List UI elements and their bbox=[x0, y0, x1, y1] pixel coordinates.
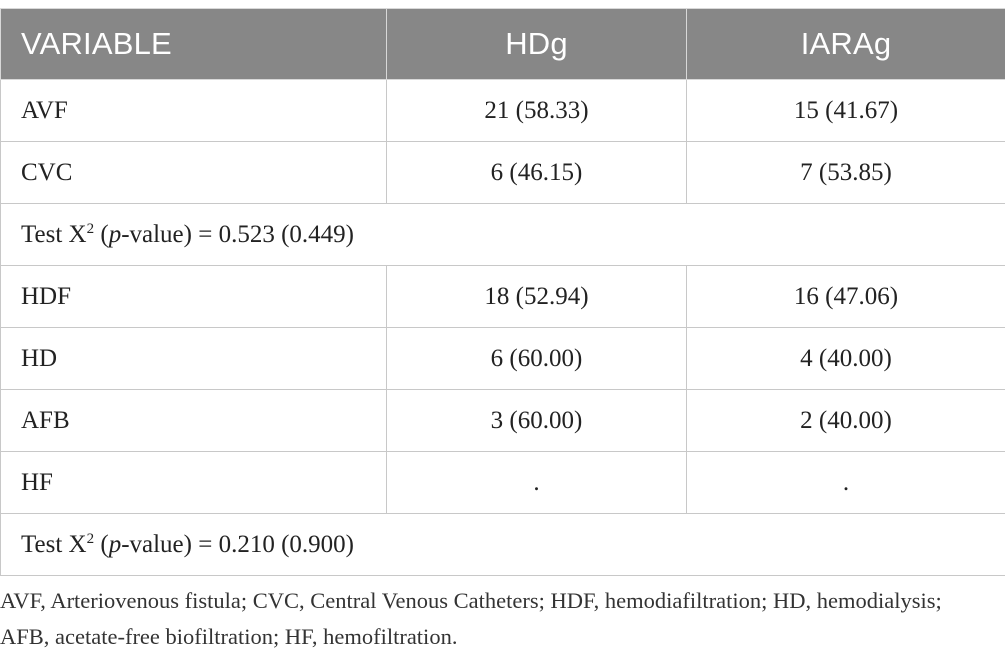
data-table: VARIABLE HDg IARAg AVF 21 (58.33) 15 (41… bbox=[0, 8, 1005, 576]
table-row: HD 6 (60.00) 4 (40.00) bbox=[0, 327, 1005, 390]
test-open: ( bbox=[94, 220, 109, 248]
header-iarag: IARAg bbox=[686, 8, 1005, 80]
row-label: HF bbox=[0, 451, 387, 514]
cell-iarag: 2 (40.00) bbox=[686, 389, 1005, 452]
row-label: HD bbox=[0, 327, 387, 390]
cell-iarag: 4 (40.00) bbox=[686, 327, 1005, 390]
cell-iarag: . bbox=[686, 451, 1005, 514]
table-row: CVC 6 (46.15) 7 (53.85) bbox=[0, 141, 1005, 204]
row-label: AFB bbox=[0, 389, 387, 452]
cell-iarag: 15 (41.67) bbox=[686, 79, 1005, 142]
test-prefix: Test X bbox=[21, 220, 87, 248]
table-container: VARIABLE HDg IARAg AVF 21 (58.33) 15 (41… bbox=[0, 8, 1005, 576]
test-value: -value) = 0.523 (0.449) bbox=[121, 220, 354, 248]
test-statistic-technique: Test X2 (p-value) = 0.210 (0.900) bbox=[0, 513, 1005, 576]
table-row: AVF 21 (58.33) 15 (41.67) bbox=[0, 79, 1005, 142]
cell-hdg: 6 (60.00) bbox=[386, 327, 687, 390]
table-row: AFB 3 (60.00) 2 (40.00) bbox=[0, 389, 1005, 452]
table-footnote: AVF, Arteriovenous fistula; CVC, Central… bbox=[0, 588, 942, 649]
test-superscript: 2 bbox=[86, 220, 95, 237]
row-label: CVC bbox=[0, 141, 387, 204]
test-statistic-access: Test X2 (p-value) = 0.523 (0.449) bbox=[0, 203, 1005, 266]
cell-hdg: 3 (60.00) bbox=[386, 389, 687, 452]
header-variable: VARIABLE bbox=[0, 8, 387, 80]
table-row: HDF 18 (52.94) 16 (47.06) bbox=[0, 265, 1005, 328]
test-row: Test X2 (p-value) = 0.210 (0.900) bbox=[0, 513, 1005, 576]
header-row: VARIABLE HDg IARAg bbox=[0, 8, 1005, 80]
test-open: ( bbox=[94, 530, 109, 558]
table-row: HF . . bbox=[0, 451, 1005, 514]
test-value: -value) = 0.210 (0.900) bbox=[121, 530, 354, 558]
cell-hdg: 18 (52.94) bbox=[386, 265, 687, 328]
test-row: Test X2 (p-value) = 0.523 (0.449) bbox=[0, 203, 1005, 266]
cell-iarag: 7 (53.85) bbox=[686, 141, 1005, 204]
row-label: HDF bbox=[0, 265, 387, 328]
test-p: p bbox=[108, 530, 122, 558]
cell-hdg: 6 (46.15) bbox=[386, 141, 687, 204]
cell-iarag: 16 (47.06) bbox=[686, 265, 1005, 328]
header-hdg: HDg bbox=[386, 8, 687, 80]
cell-hdg: . bbox=[386, 451, 687, 514]
test-p: p bbox=[108, 220, 122, 248]
row-label: AVF bbox=[0, 79, 387, 142]
test-prefix: Test X bbox=[21, 530, 87, 558]
cell-hdg: 21 (58.33) bbox=[386, 79, 687, 142]
test-superscript: 2 bbox=[86, 530, 95, 547]
